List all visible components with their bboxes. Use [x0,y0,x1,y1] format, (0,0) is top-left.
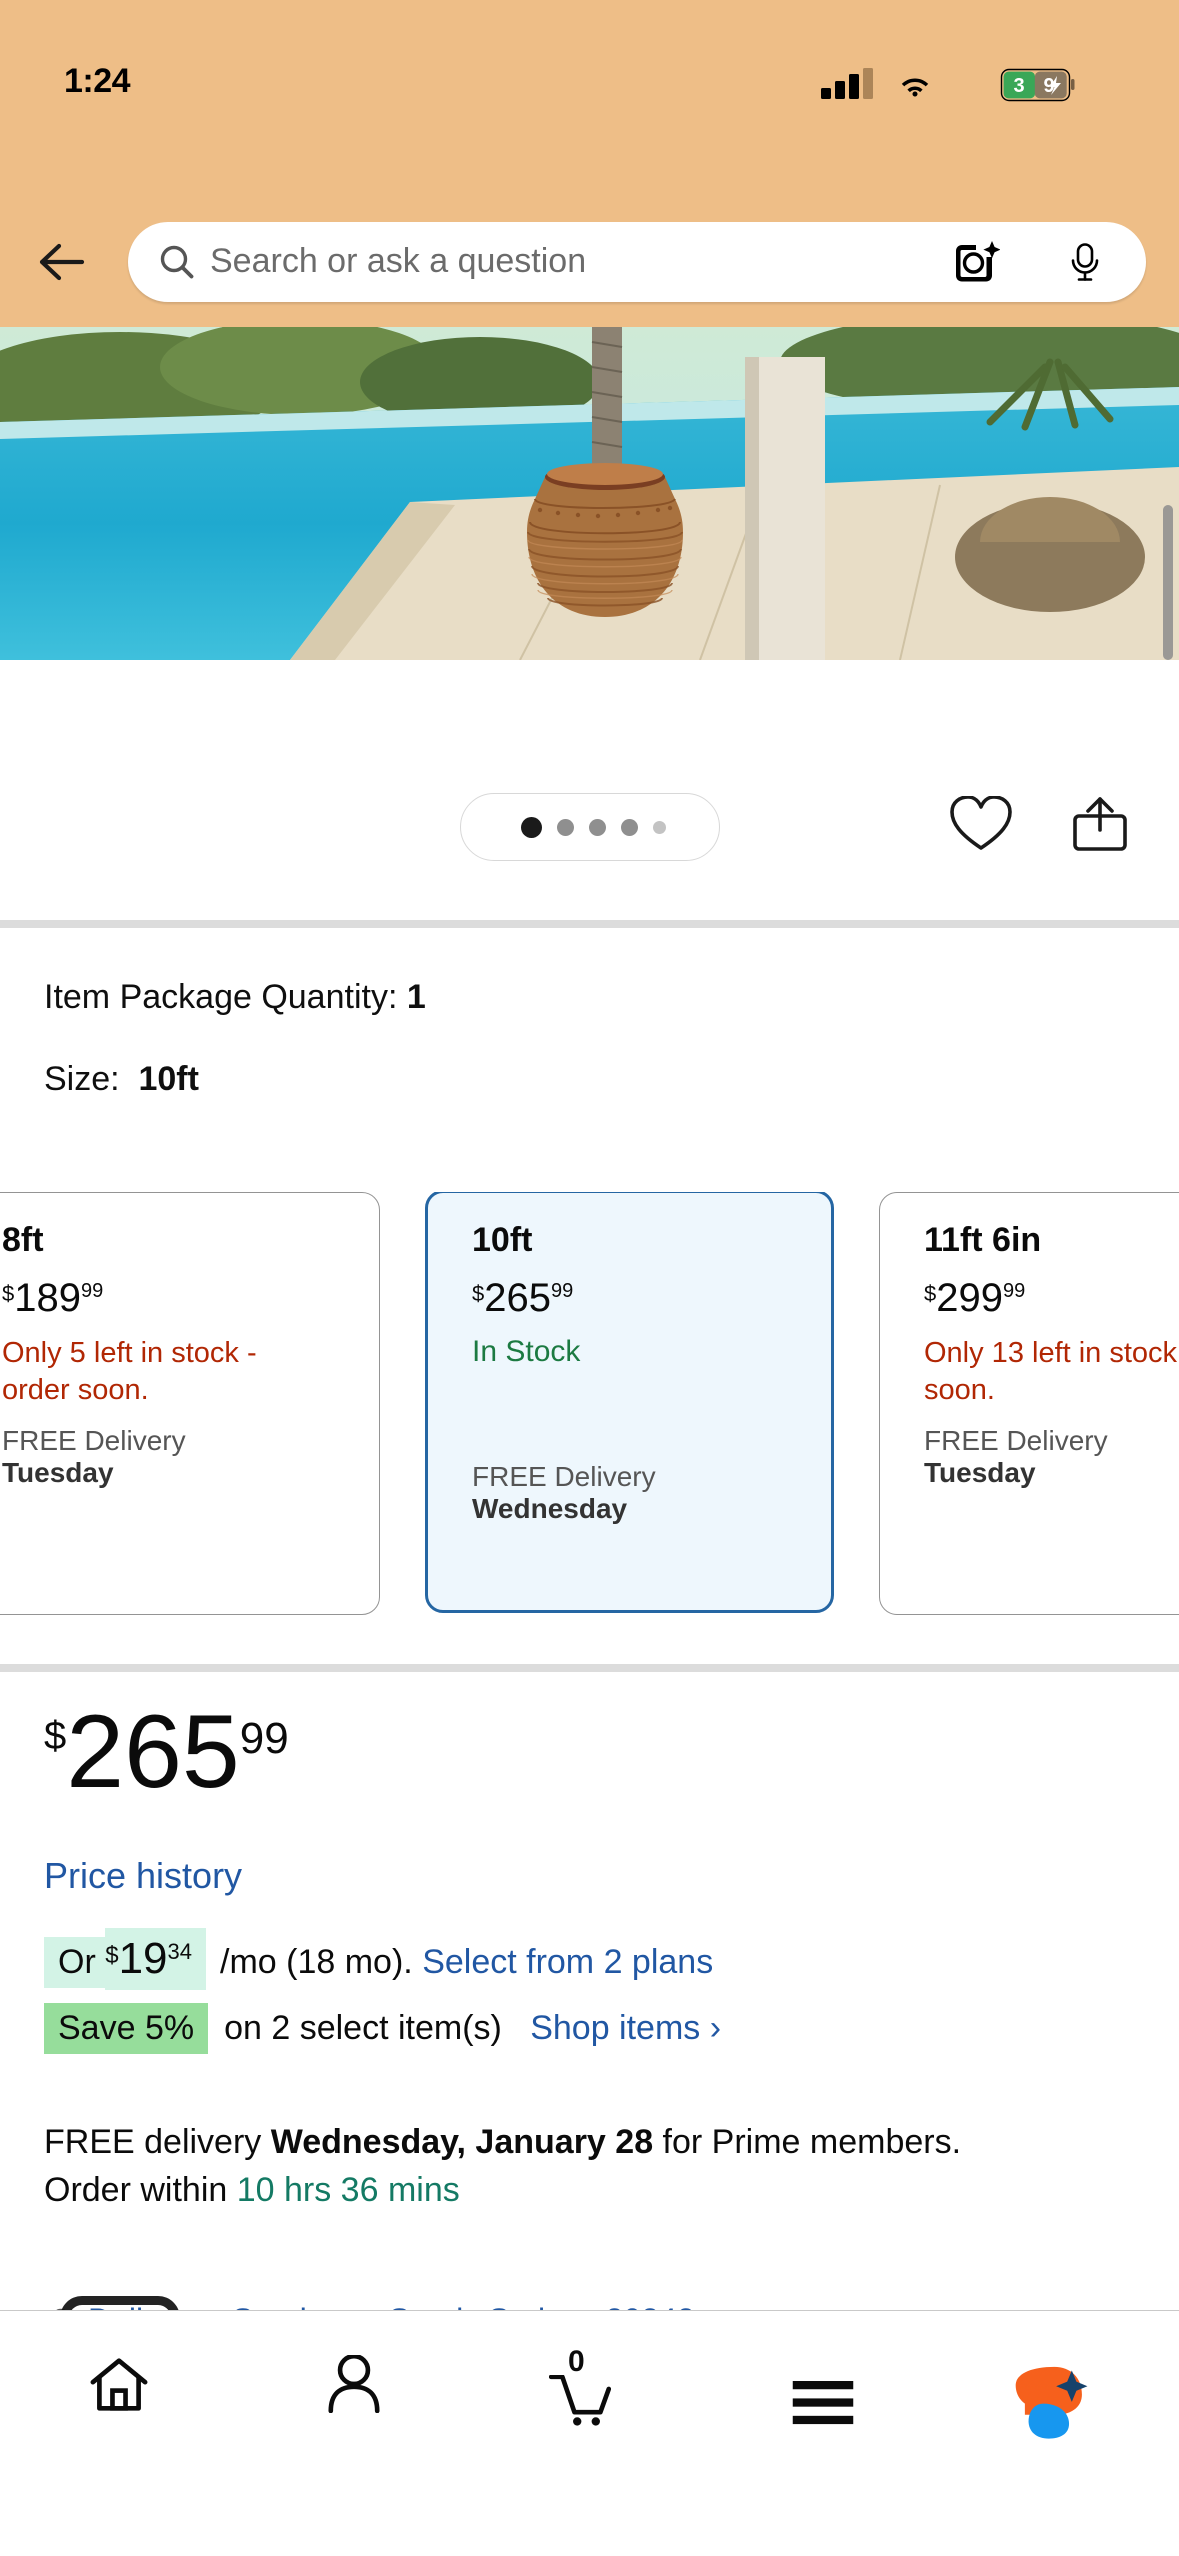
svg-text:3: 3 [1013,75,1024,97]
